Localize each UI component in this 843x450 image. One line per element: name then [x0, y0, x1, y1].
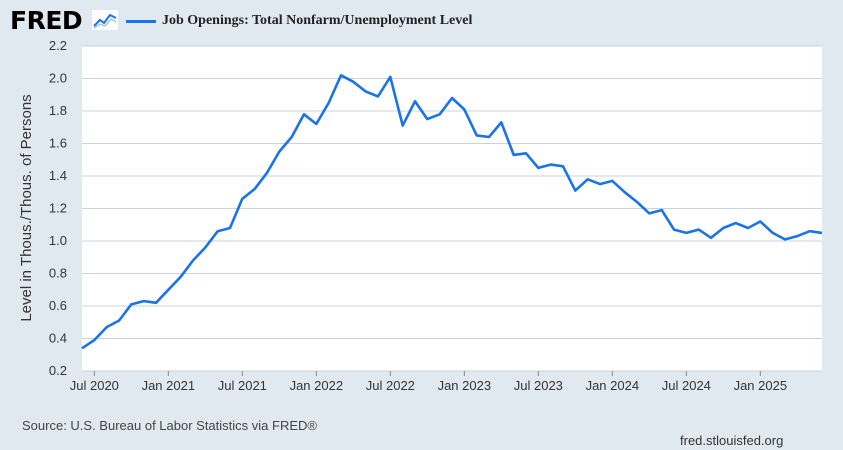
x-tick-label: Jan 2024	[586, 378, 640, 393]
y-tick-label: 0.4	[49, 331, 67, 346]
y-tick-label: 0.8	[49, 266, 67, 281]
y-axis-title: Level in Thous./Thous. of Persons	[18, 94, 35, 321]
series-line	[81, 74, 823, 350]
y-tick-label: 0.6	[49, 298, 67, 313]
x-axis-ticks: Jul 2020 Jan 2021 Jul 2021 Jan 2022 Jul 2022…	[70, 371, 787, 393]
fred-logo[interactable]: FRED	[10, 6, 83, 35]
y-tick-label: 2.0	[49, 71, 67, 86]
y-axis-ticks: 0.2 0.4 0.6 0.8 1.0 1.2 1.4 1.6 1.8 2.0 2.2	[49, 38, 67, 378]
x-tick-label: Jul 2021	[218, 378, 267, 393]
y-tick-label: 0.2	[49, 363, 67, 378]
y-tick-label: 1.2	[49, 201, 67, 216]
source-note: Source: U.S. Bureau of Labor Statistics …	[22, 418, 317, 433]
legend-swatch	[126, 20, 156, 23]
x-tick-label: Jul 2022	[366, 378, 415, 393]
x-tick-label: Jul 2023	[514, 378, 563, 393]
y-tick-label: 1.6	[49, 136, 67, 151]
x-tick-label: Jul 2020	[70, 378, 119, 393]
y-tick-label: 2.2	[49, 38, 67, 53]
x-tick-label: Jan 2021	[142, 378, 196, 393]
y-tick-label: 1.0	[49, 233, 67, 248]
grid-lines	[82, 45, 822, 372]
legend-label: Job Openings: Total Nonfarm/Unemployment…	[162, 13, 473, 28]
y-tick-label: 1.4	[49, 168, 67, 183]
x-tick-label: Jan 2023	[438, 378, 492, 393]
x-tick-label: Jan 2025	[734, 378, 788, 393]
header: FRED Job Openings: Total Nonfarm/Unemplo…	[8, 6, 828, 36]
x-tick-label: Jan 2022	[290, 378, 344, 393]
line-chart-icon	[92, 10, 118, 30]
fred-url-link[interactable]: fred.stlouisfed.org	[680, 433, 784, 448]
x-tick-label: Jul 2024	[662, 378, 711, 393]
y-tick-label: 1.8	[49, 103, 67, 118]
